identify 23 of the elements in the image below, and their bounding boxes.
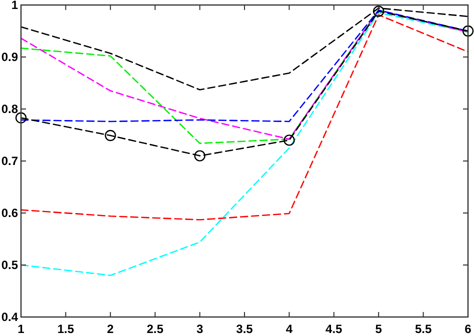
x-tick-label: 5.5 [414,322,432,336]
y-tick-label: 0.6 [1,206,18,220]
x-tick-label: 2 [107,322,114,336]
x-tick-label: 6 [464,322,472,336]
x-tick-label: 4 [286,322,293,336]
y-tick-label: 1 [11,0,18,12]
y-tick-label: 0.5 [1,258,18,272]
y-tick-label: 0.4 [1,310,18,324]
x-tick-label: 2.5 [146,322,164,336]
point [104,130,116,142]
y-tick-label: 0.7 [1,154,18,168]
point [194,150,206,162]
x-tick-label: 3.5 [236,322,254,336]
x-tick-label: 5 [375,322,382,336]
x-tick-label: 3 [196,322,204,336]
point [15,112,27,124]
point [373,6,384,17]
point [462,25,474,37]
point [284,134,295,146]
y-tick-label: 0.9 [1,50,18,64]
x-tick-label: 4.5 [326,322,343,336]
x-tick-label: 1.5 [57,322,74,336]
y-tick-label: 0.8 [1,102,18,116]
